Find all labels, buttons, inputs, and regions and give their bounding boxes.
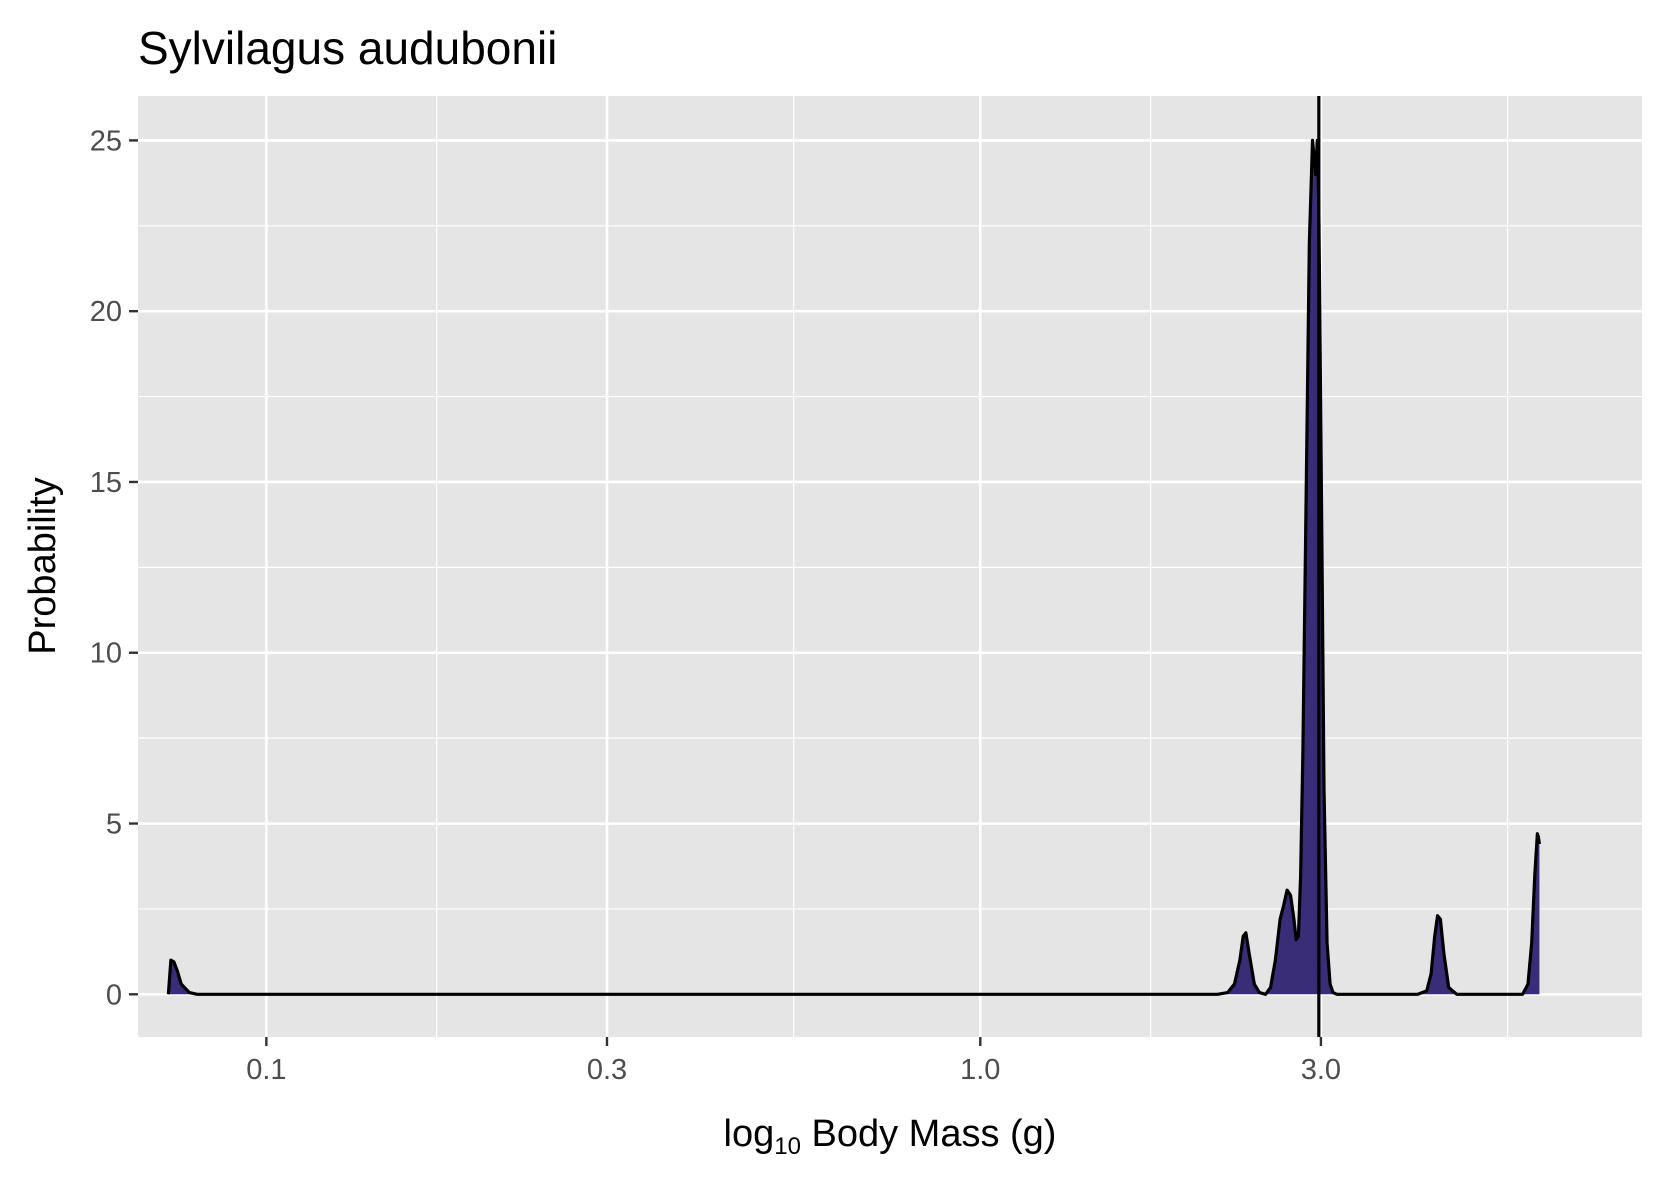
y-tick-label: 5 bbox=[106, 809, 122, 841]
y-tick-label: 15 bbox=[90, 467, 122, 499]
x-tick-label: 0.1 bbox=[246, 1054, 286, 1086]
x-axis-title-prefix: log bbox=[724, 1113, 775, 1155]
y-axis: 0 5 10 15 20 25 bbox=[90, 125, 138, 1011]
plot-panel bbox=[138, 96, 1642, 1037]
density-layer bbox=[166, 138, 1542, 996]
x-tick-label: 1.0 bbox=[960, 1054, 1000, 1086]
x-axis-title-suffix: Body Mass (g) bbox=[801, 1113, 1057, 1155]
y-tick-label: 25 bbox=[90, 125, 122, 157]
x-axis-title: log10 Body Mass (g) bbox=[724, 1113, 1057, 1160]
density-line bbox=[166, 138, 1542, 996]
chart-title: Sylvilagus audubonii bbox=[138, 22, 557, 74]
x-tick-label: 3.0 bbox=[1301, 1054, 1341, 1086]
x-axis-title-subscript: 10 bbox=[774, 1133, 801, 1160]
y-tick-label: 0 bbox=[106, 979, 122, 1011]
y-tick-label: 20 bbox=[90, 296, 122, 328]
minor-gridlines bbox=[138, 96, 1642, 1037]
x-axis: 0.1 0.3 1.0 3.0 bbox=[246, 1037, 1341, 1086]
x-tick-label: 0.3 bbox=[587, 1054, 627, 1086]
y-tick-label: 10 bbox=[90, 638, 122, 670]
y-axis-title: Probability bbox=[22, 477, 64, 654]
